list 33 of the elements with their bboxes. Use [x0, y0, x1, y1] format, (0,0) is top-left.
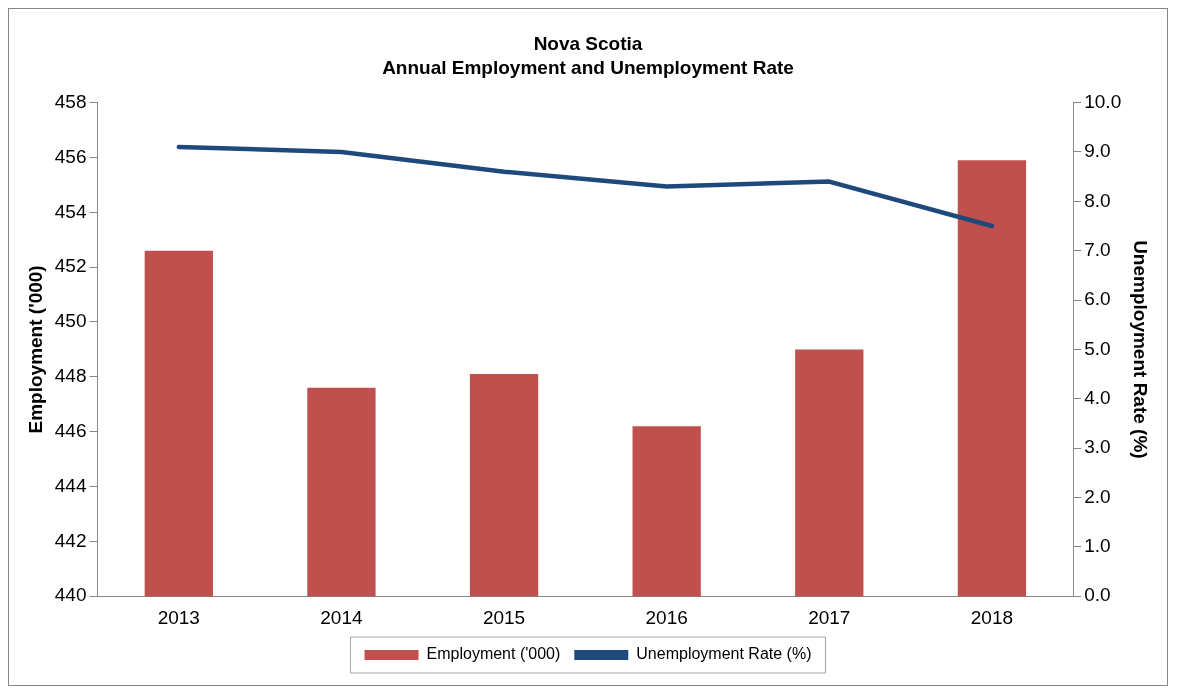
y2-axis-title: Unemployment Rate (%) [1130, 240, 1152, 459]
y2-tick-label: 7.0 [1084, 238, 1111, 260]
x-tick-label: 2014 [320, 606, 363, 628]
y2-tick-label: 9.0 [1084, 140, 1111, 162]
y-tick-label: 450 [54, 310, 87, 332]
y2-tick-label: 10.0 [1084, 90, 1122, 112]
y2-tick-label: 6.0 [1084, 288, 1111, 310]
y-tick-label: 458 [54, 90, 87, 112]
y-tick-label: 444 [54, 474, 87, 496]
y2-tick-label: 5.0 [1084, 337, 1111, 359]
y-axis-title: Employment ('000) [24, 265, 46, 434]
x-tick-label: 2016 [645, 606, 688, 628]
x-tick-label: 2018 [970, 606, 1014, 628]
y2-tick-label: 0.0 [1084, 584, 1111, 606]
y-tick-label: 452 [54, 255, 87, 277]
y2-tick-label: 3.0 [1084, 436, 1111, 458]
y-tick-label: 440 [54, 584, 87, 606]
legend-label: Employment ('000) [426, 645, 561, 663]
x-tick-label: 2017 [808, 606, 851, 628]
y2-tick-label: 8.0 [1084, 189, 1111, 211]
y2-tick-label: 1.0 [1084, 535, 1111, 557]
legend-label: Unemployment Rate (%) [636, 645, 812, 663]
x-tick-label: 2015 [482, 606, 526, 628]
y2-tick-label: 2.0 [1084, 485, 1111, 507]
x-tick-label: 2013 [157, 606, 200, 628]
chart-title: Nova Scotia [533, 32, 643, 54]
y-tick-label: 442 [54, 529, 87, 551]
y-tick-label: 448 [54, 365, 87, 387]
y-tick-label: 456 [54, 145, 87, 167]
y2-tick-label: 4.0 [1084, 386, 1111, 408]
chart-subtitle: Annual Employment and Unemployment Rate [382, 57, 794, 79]
y-tick-label: 446 [54, 419, 87, 441]
y-tick-label: 454 [54, 200, 87, 222]
